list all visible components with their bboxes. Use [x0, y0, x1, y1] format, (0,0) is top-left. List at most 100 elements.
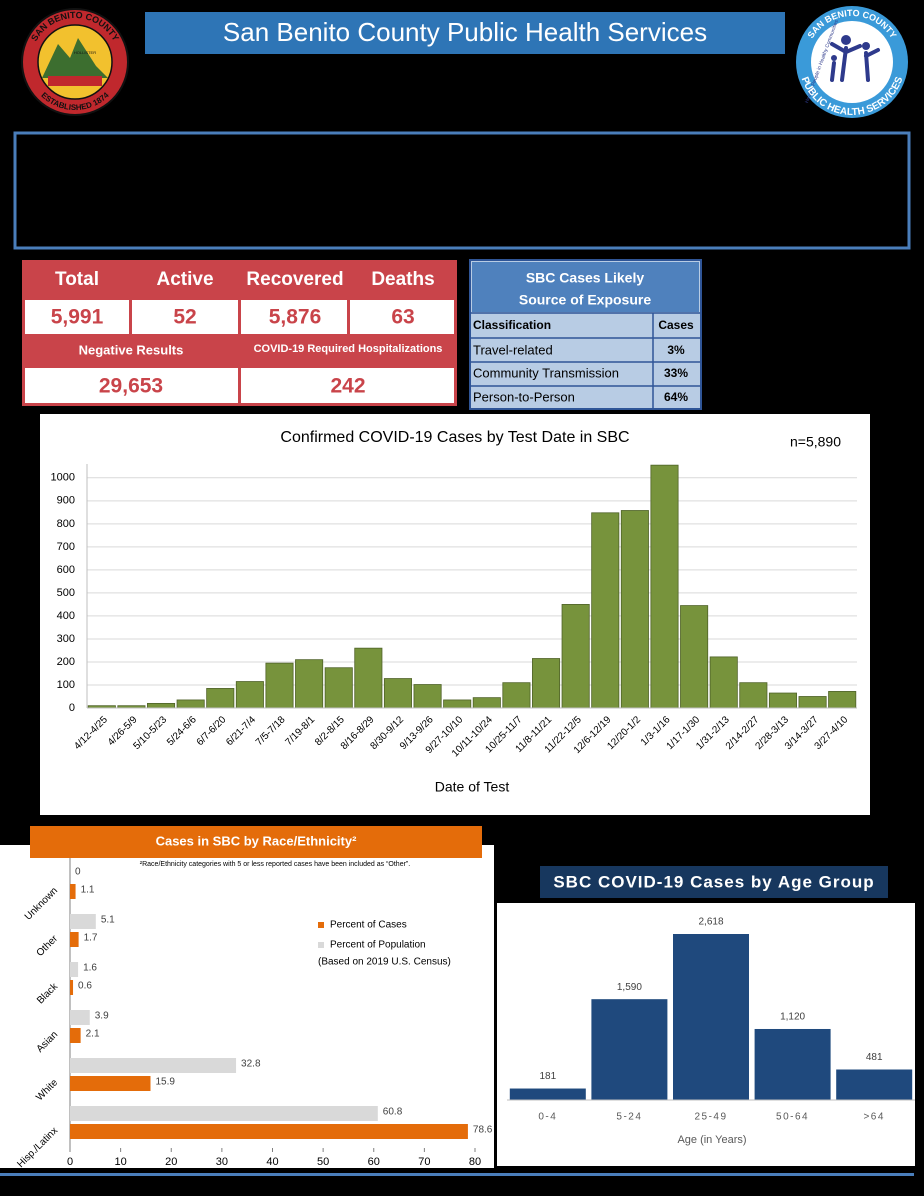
bar: [70, 884, 76, 899]
legend-label: Percent of Population: [330, 940, 426, 951]
bar: [754, 1028, 831, 1100]
logo-figures: [830, 35, 880, 82]
header-title: San Benito County Public Health Services: [223, 17, 707, 47]
exposure-table: SBC Cases Likely Source of Exposure Clas…: [469, 259, 702, 410]
y-tick-label: 100: [57, 679, 75, 691]
chart-title-bar: [540, 866, 888, 898]
bar: [295, 659, 324, 709]
stats-label: Negative Results: [79, 342, 184, 357]
data-label: 1.6: [83, 963, 97, 974]
bar: [147, 702, 176, 709]
x-tick-label: 0-4: [538, 1112, 557, 1123]
data-label: 15.9: [155, 1077, 175, 1088]
bar: [70, 932, 79, 947]
bar: [620, 510, 649, 709]
x-tick-label: 5-24: [616, 1112, 642, 1123]
data-label: 481: [866, 1052, 883, 1063]
stats-header: Deaths: [371, 269, 434, 290]
exposure-cell: 3%: [667, 343, 685, 357]
bar: [206, 688, 235, 709]
y-tick-label: 0: [69, 702, 75, 714]
bar: [70, 1058, 237, 1073]
y-tick-label: 400: [57, 610, 75, 622]
health-logo: Healthy People in Healthy Communities SA…: [796, 6, 908, 118]
bar: [383, 678, 412, 709]
y-tick-label: 600: [57, 564, 75, 576]
x-tick-label: 60: [368, 1156, 380, 1168]
bar: [591, 512, 620, 709]
bar: [235, 681, 264, 709]
bar: [709, 656, 738, 709]
exposure-cell: 33%: [664, 366, 688, 380]
logo-town: HOLLISTER: [74, 50, 96, 55]
data-label: 0.6: [78, 981, 92, 992]
bar: [413, 684, 442, 709]
county-logo: HOLLISTER SAN BENITO COUNTY ESTABLISHED …: [21, 8, 129, 116]
bar: [70, 1106, 378, 1121]
data-label: 32.8: [241, 1059, 261, 1070]
chart-note: ²Race/Ethnicity categories with 5 or les…: [140, 861, 410, 868]
stats-value: 5,991: [51, 306, 104, 329]
y-tick-label: 500: [57, 587, 75, 599]
stats-cell: [25, 368, 238, 403]
x-axis-label: Date of Test: [435, 779, 510, 795]
data-label: 3.9: [95, 1011, 109, 1022]
y-tick-label: 900: [57, 495, 75, 507]
bar: [176, 699, 205, 709]
bar: [324, 667, 353, 709]
data-label: 2.1: [86, 1029, 100, 1040]
stats-value: 63: [391, 306, 414, 329]
x-tick-label: 25-49: [694, 1112, 727, 1123]
chart-title: Cases in SBC by Race/Ethnicity²: [156, 833, 358, 848]
data-label: 60.8: [383, 1107, 403, 1118]
data-label: 1,120: [780, 1012, 805, 1023]
logo-field: [48, 76, 102, 86]
x-tick-label: 0: [67, 1156, 73, 1168]
data-label: 2,618: [698, 917, 723, 928]
exposure-cell: Travel-related: [473, 342, 553, 357]
bar: [70, 1124, 468, 1139]
exposure-title: Source of Exposure: [519, 292, 651, 308]
chart-title: Confirmed COVID-19 Cases by Test Date in…: [280, 429, 629, 446]
stats-cell: [132, 300, 238, 334]
stats-label: COVID-19 Required Hospitalizations: [254, 343, 443, 355]
legend-swatch: [318, 942, 324, 948]
bar: [836, 1069, 913, 1100]
stats-value: 29,653: [99, 375, 163, 398]
stats-value: 52: [173, 306, 196, 329]
bar: [509, 1088, 586, 1100]
bar: [70, 1028, 81, 1043]
x-tick-label: 20: [165, 1156, 177, 1168]
stats-header: Total: [55, 269, 99, 290]
data-label: 1.1: [81, 885, 95, 896]
bar: [680, 605, 709, 709]
bar: [70, 914, 96, 929]
bar: [70, 980, 74, 995]
bar: [673, 934, 749, 1100]
exposure-column: Cases: [658, 318, 694, 332]
chart-annotation: n=5,890: [790, 434, 841, 450]
bar: [561, 604, 590, 709]
x-tick-label: 10: [115, 1156, 127, 1168]
stats-table: Total Active Recovered Deaths 5,991 52 5…: [22, 260, 457, 406]
bar: [70, 962, 79, 977]
legend-swatch: [318, 922, 324, 928]
bar: [502, 682, 531, 709]
data-label: 5.1: [101, 915, 115, 926]
chart-title: SBC COVID-19 Cases by Age Group: [553, 872, 874, 891]
data-label: 0: [75, 867, 81, 878]
bar: [591, 999, 668, 1100]
stats-header: Recovered: [246, 269, 343, 290]
y-tick-label: 1000: [51, 472, 75, 484]
bar: [443, 699, 472, 709]
legend-note: (Based on 2019 U.S. Census): [318, 957, 451, 968]
bar: [650, 464, 679, 709]
stats-cell: [25, 300, 129, 334]
chart-panel: [40, 414, 870, 815]
bar: [798, 696, 827, 709]
exposure-title: SBC Cases Likely: [526, 270, 644, 286]
bar: [768, 692, 797, 709]
stats-header: Active: [156, 269, 213, 290]
data-label: 1,590: [617, 982, 642, 993]
